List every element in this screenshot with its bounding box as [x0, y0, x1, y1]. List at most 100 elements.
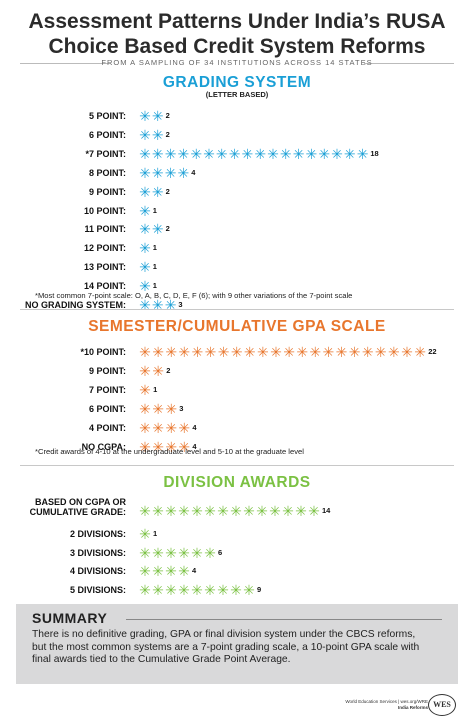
chart-2-category-label: *10 POINT: — [80, 347, 126, 357]
chart-2-star-mark: ✳ — [191, 344, 204, 360]
chart-1-star-mark: ✳ — [151, 221, 164, 238]
chart-3-star-mark: ✳ — [230, 503, 242, 519]
chart-2-star-mark: ✳ — [230, 344, 243, 360]
chart-2-category-label: 4 POINT: — [88, 422, 126, 433]
chart-2-star-mark: ✳ — [139, 400, 151, 417]
chart-1-star-mark: ✳ — [151, 183, 164, 200]
chart-2-star-mark: ✳ — [401, 344, 413, 360]
chart-2-star-mark: ✳ — [361, 344, 374, 360]
chart-3-star-mark: ✳ — [191, 503, 203, 519]
chart-1-star-mark: ✳ — [279, 145, 292, 162]
chart-2-star-mark: ✳ — [204, 344, 217, 360]
chart-3-star-mark: ✳ — [152, 582, 164, 599]
chart-1-category-label: 11 POINT: — [84, 224, 126, 235]
chart-3-value-label: 14 — [322, 506, 331, 515]
summary-heading: SUMMARY — [32, 610, 108, 626]
chart-2-value-label: 4 — [192, 441, 197, 451]
chart-1-star-mark: ✳ — [151, 126, 164, 143]
chart-1-category-label: 9 POINT: — [88, 186, 126, 197]
chart-2-star-mark: ✳ — [139, 419, 151, 436]
chart-1-category-label: 13 POINT: — [83, 262, 126, 273]
chart-1-star-mark: ✳ — [139, 221, 151, 238]
summary-text: There is no definitive grading, GPA or f… — [32, 629, 420, 665]
chart-1-star-mark: ✳ — [164, 297, 177, 313]
chart-3-star-mark: ✳ — [282, 503, 294, 519]
chart-3-star-mark: ✳ — [139, 563, 151, 580]
chart-1-star-mark: ✳ — [151, 164, 164, 181]
chart-1-star-mark: ✳ — [267, 145, 279, 162]
chart-1-category-label: 14 POINT: — [83, 281, 126, 292]
chart-1-star-mark: ✳ — [215, 145, 228, 162]
chart-3-star-mark: ✳ — [139, 503, 151, 519]
chart-2-category-label: 7 POINT: — [88, 384, 126, 395]
chart-3-star-mark: ✳ — [178, 582, 190, 599]
chart-2-star-mark: ✳ — [414, 344, 426, 360]
chart-1-value-label: 2 — [165, 129, 170, 139]
chart-2-value-label: 22 — [428, 347, 437, 356]
chart-3-star-mark: ✳ — [178, 544, 190, 561]
chart-3-star-mark: ✳ — [152, 563, 164, 580]
chart-2-divider — [20, 465, 454, 466]
chart-1-value-label: 2 — [165, 224, 170, 234]
chart-2-star-mark: ✳ — [139, 362, 151, 379]
chart-3-star-mark: ✳ — [204, 544, 216, 561]
chart-3-star-mark: ✳ — [191, 544, 203, 561]
chart-2-star-mark: ✳ — [388, 344, 400, 360]
subtitle-rule-right — [364, 63, 454, 64]
wes-logo: WES — [428, 694, 456, 716]
chart-2-star-mark: ✳ — [243, 344, 256, 360]
chart-2-star-mark: ✳ — [152, 419, 164, 436]
chart-3-star-mark: ✳ — [165, 582, 177, 599]
chart-1-value-label: 4 — [191, 167, 196, 177]
chart-2-category-label: 6 POINT: — [88, 403, 126, 414]
chart-3-star-mark: ✳ — [204, 503, 216, 519]
chart-3-value-label: 1 — [153, 528, 158, 538]
chart-3-star-mark: ✳ — [295, 503, 307, 519]
chart-1-star-mark: ✳ — [292, 145, 305, 162]
chart-2-star-mark: ✳ — [257, 344, 269, 360]
chart-3-title: DIVISION AWARDS — [163, 474, 311, 491]
chart-1-star-mark: ✳ — [151, 145, 164, 162]
chart-1-star-mark: ✳ — [228, 145, 241, 162]
chart-2-star-mark: ✳ — [165, 419, 178, 436]
chart-2-star-mark: ✳ — [178, 438, 191, 455]
chart-1-value-label: 3 — [178, 300, 183, 309]
chart-1-category-label: 12 POINT: — [83, 243, 126, 254]
chart-2-star-mark: ✳ — [139, 344, 151, 360]
chart-1-star-mark: ✳ — [305, 145, 318, 162]
chart-3-star-mark: ✳ — [139, 544, 151, 561]
chart-1-star-mark: ✳ — [139, 164, 151, 181]
chart-3-category-label: 5 DIVISIONS: — [69, 585, 126, 596]
chart-1-category-label: *7 POINT: — [85, 148, 126, 159]
chart-1-category-label: 6 POINT: — [88, 129, 126, 140]
chart-1-star-mark: ✳ — [139, 108, 151, 124]
chart-1-star-mark: ✳ — [254, 145, 267, 162]
chart-2-value-label: 2 — [166, 365, 171, 375]
chart-2-star-mark: ✳ — [165, 344, 178, 360]
chart-2-star-mark: ✳ — [217, 344, 230, 360]
chart-1-star-mark: ✳ — [139, 259, 151, 276]
chart-3-star-mark: ✳ — [217, 582, 229, 599]
chart-3-value-label: 4 — [192, 566, 197, 576]
footer-line-2: India Reforms — [397, 705, 428, 710]
title-line-1: Assessment Patterns Under India’s RUSA — [28, 10, 446, 33]
chart-1-star-mark: ✳ — [164, 164, 177, 181]
chart-3-star-mark: ✳ — [178, 503, 190, 519]
chart-3-star-mark: ✳ — [217, 503, 229, 519]
chart-3-star-mark: ✳ — [165, 503, 177, 519]
chart-2-star-mark: ✳ — [296, 344, 309, 360]
chart-1-star-mark: ✳ — [177, 145, 190, 162]
chart-3-star-mark: ✳ — [308, 503, 320, 519]
chart-1-title: GRADING SYSTEM — [162, 74, 312, 91]
chart-1-value-label: 1 — [152, 262, 157, 272]
chart-1-star-mark: ✳ — [139, 183, 151, 200]
chart-1-star-mark: ✳ — [318, 145, 331, 162]
chart-1-category-label: 10 POINT: — [83, 205, 126, 216]
chart-2-star-mark: ✳ — [152, 344, 164, 360]
chart-1-star-mark: ✳ — [139, 240, 151, 257]
chart-1-value-label: 2 — [165, 111, 170, 120]
chart-2-star-mark: ✳ — [165, 400, 178, 417]
chart-2-star-mark: ✳ — [374, 344, 387, 360]
chart-3-category-label: 3 DIVISIONS: — [69, 547, 126, 558]
chart-3-category-label: 2 DIVISIONS: — [69, 528, 126, 539]
